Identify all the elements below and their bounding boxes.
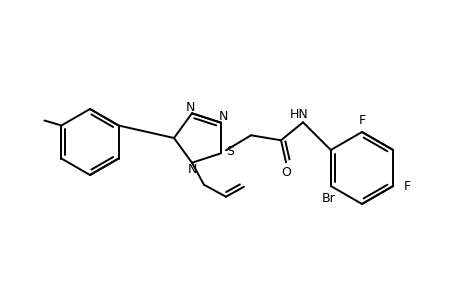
Text: O: O bbox=[280, 166, 291, 179]
Text: N: N bbox=[187, 163, 196, 176]
Text: F: F bbox=[358, 113, 365, 127]
Text: F: F bbox=[403, 179, 410, 193]
Text: N: N bbox=[218, 110, 227, 123]
Text: Br: Br bbox=[321, 193, 335, 206]
Text: S: S bbox=[225, 145, 234, 158]
Text: N: N bbox=[185, 101, 194, 114]
Text: HN: HN bbox=[289, 108, 308, 121]
